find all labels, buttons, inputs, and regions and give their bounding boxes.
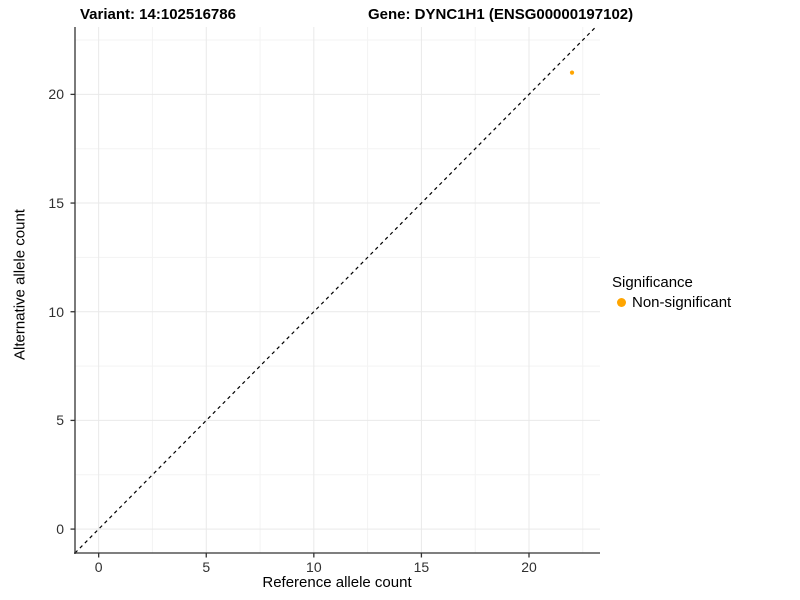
y-tick-label: 20 (48, 86, 64, 103)
x-tick-label: 20 (521, 559, 537, 575)
plot-title-gene: Gene: DYNC1H1 (ENSG00000197102) (368, 6, 634, 23)
legend: Significance Non-significant (612, 273, 731, 311)
y-tick-label: 10 (48, 303, 64, 320)
plot-title-variant: Variant: 14:102516786 (80, 6, 236, 23)
x-tick-label: 0 (94, 559, 103, 575)
legend-title: Significance (612, 274, 693, 291)
y-tick-label: 5 (56, 412, 64, 429)
y-tick-label: 15 (48, 195, 64, 212)
legend-dot-icon (617, 298, 626, 307)
y-tick-label: 0 (56, 521, 64, 538)
legend-item: Non-significant (612, 294, 731, 311)
y-axis-label: Alternative allele count (11, 209, 29, 360)
x-tick-label: 15 (413, 559, 430, 575)
x-tick-label: 5 (202, 559, 211, 575)
identity-line (74, 26, 597, 554)
data-point (569, 70, 575, 75)
x-tick-label: 10 (306, 559, 322, 575)
legend-item-label: Non-significant (632, 294, 732, 311)
x-axis-label: Reference allele count (262, 574, 412, 591)
